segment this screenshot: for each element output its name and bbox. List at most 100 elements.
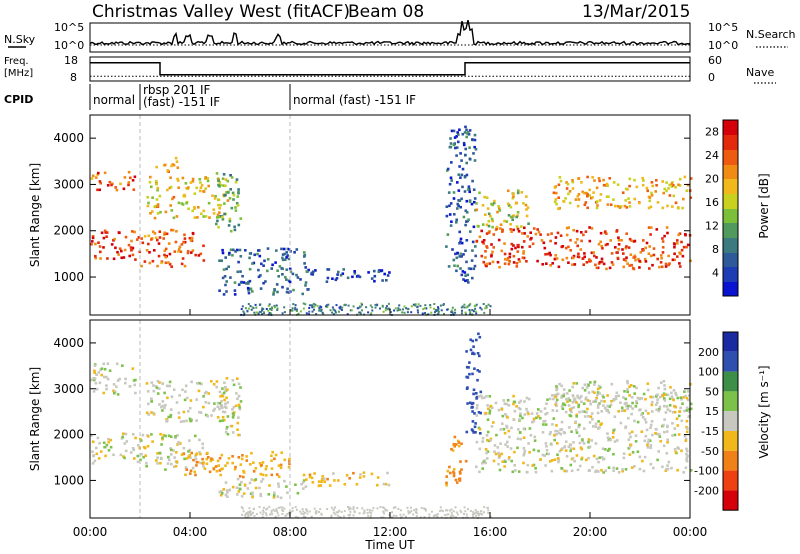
echo-cell xyxy=(120,437,124,440)
echo-cell xyxy=(382,516,385,519)
echo-cell xyxy=(659,395,662,399)
echo-cell xyxy=(672,184,675,187)
echo-cell xyxy=(506,202,510,206)
echo-cell xyxy=(595,186,599,190)
echo-cell xyxy=(461,309,463,312)
echo-cell xyxy=(275,283,279,286)
echo-cell xyxy=(231,379,235,382)
echo-cell xyxy=(635,386,638,390)
echo-cell xyxy=(585,458,588,462)
echo-cell xyxy=(467,508,469,511)
echo-cell xyxy=(201,446,205,450)
echo-cell xyxy=(644,397,647,401)
echo-cell xyxy=(224,430,228,434)
echo-cell xyxy=(478,235,482,239)
echo-cell xyxy=(485,223,489,227)
echo-cell xyxy=(673,245,676,249)
echo-cell xyxy=(485,196,489,199)
echo-cell xyxy=(188,439,191,442)
echo-cell xyxy=(177,201,181,205)
echo-cell xyxy=(383,272,386,276)
echo-cell xyxy=(509,223,512,226)
echo-cell xyxy=(187,207,190,211)
velocity-colorbar-title: Velocity [m s⁻¹] xyxy=(757,365,771,458)
echo-cell xyxy=(273,457,276,461)
echo-cell xyxy=(569,443,572,447)
echo-cell xyxy=(423,516,426,518)
echo-cell xyxy=(521,245,524,249)
echo-cell xyxy=(666,408,670,411)
echo-cell xyxy=(550,394,554,397)
echo-cell xyxy=(336,273,339,276)
echo-cell xyxy=(511,196,515,200)
echo-cell xyxy=(226,491,229,494)
echo-cell xyxy=(308,510,311,513)
echo-cell xyxy=(452,468,456,471)
echo-cell xyxy=(475,338,478,342)
echo-cell xyxy=(151,196,154,199)
echo-cell xyxy=(605,409,608,412)
echo-cell xyxy=(625,256,628,259)
power-colorbar-cell xyxy=(723,188,738,190)
power-colorbar-cell xyxy=(723,122,738,124)
echo-cell xyxy=(158,387,161,390)
echo-cell xyxy=(115,385,118,389)
echo-cell xyxy=(464,125,467,129)
echo-cell xyxy=(585,261,589,264)
echo-cell xyxy=(634,440,638,443)
echo-cell xyxy=(170,228,173,232)
power-colorbar-cell xyxy=(723,147,738,149)
echo-cell xyxy=(575,428,578,432)
echo-cell xyxy=(227,253,231,256)
echo-cell xyxy=(208,470,212,474)
echo-cell xyxy=(674,201,678,205)
echo-cell xyxy=(521,256,525,259)
echo-cell xyxy=(156,188,159,192)
echo-cell xyxy=(194,455,197,458)
echo-cell xyxy=(294,308,297,311)
echo-cell xyxy=(163,406,166,410)
echo-cell xyxy=(683,434,687,437)
echo-cell xyxy=(341,306,344,309)
echo-cell xyxy=(626,390,629,394)
echo-cell xyxy=(180,262,184,266)
echo-cell xyxy=(366,508,369,511)
echo-cell xyxy=(308,304,311,307)
echo-cell xyxy=(490,254,493,258)
echo-cell xyxy=(247,303,250,305)
echo-cell xyxy=(191,231,195,235)
echo-cell xyxy=(641,412,644,415)
echo-cell xyxy=(332,511,335,514)
echo-cell xyxy=(577,403,581,407)
echo-cell xyxy=(165,420,168,423)
echo-cell xyxy=(583,415,587,418)
echo-cell xyxy=(407,510,410,513)
echo-cell xyxy=(194,453,198,456)
echo-cell xyxy=(473,412,476,415)
echo-cell xyxy=(294,483,297,486)
power-colorbar-cell xyxy=(723,274,738,276)
echo-cell xyxy=(224,493,228,497)
echo-cell xyxy=(150,185,153,189)
freq-traces xyxy=(90,62,690,77)
echo-cell xyxy=(465,239,469,242)
echo-cell xyxy=(496,210,499,214)
echo-cell xyxy=(471,401,475,405)
echo-cell xyxy=(642,179,645,182)
echo-cell xyxy=(407,307,410,310)
echo-cell xyxy=(476,512,479,515)
echo-cell xyxy=(385,279,388,282)
echo-cell xyxy=(208,216,211,219)
echo-cell xyxy=(193,216,197,219)
echo-cell xyxy=(475,239,479,243)
echo-cell xyxy=(485,246,489,249)
echo-cell xyxy=(626,381,629,385)
echo-cell xyxy=(190,236,194,240)
echo-cell xyxy=(306,512,309,515)
echo-cell xyxy=(320,306,323,309)
echo-cell xyxy=(577,198,581,201)
echo-cell xyxy=(155,459,158,462)
echo-cell xyxy=(506,257,510,260)
echo-cell xyxy=(204,401,208,404)
echo-cell xyxy=(164,468,167,471)
